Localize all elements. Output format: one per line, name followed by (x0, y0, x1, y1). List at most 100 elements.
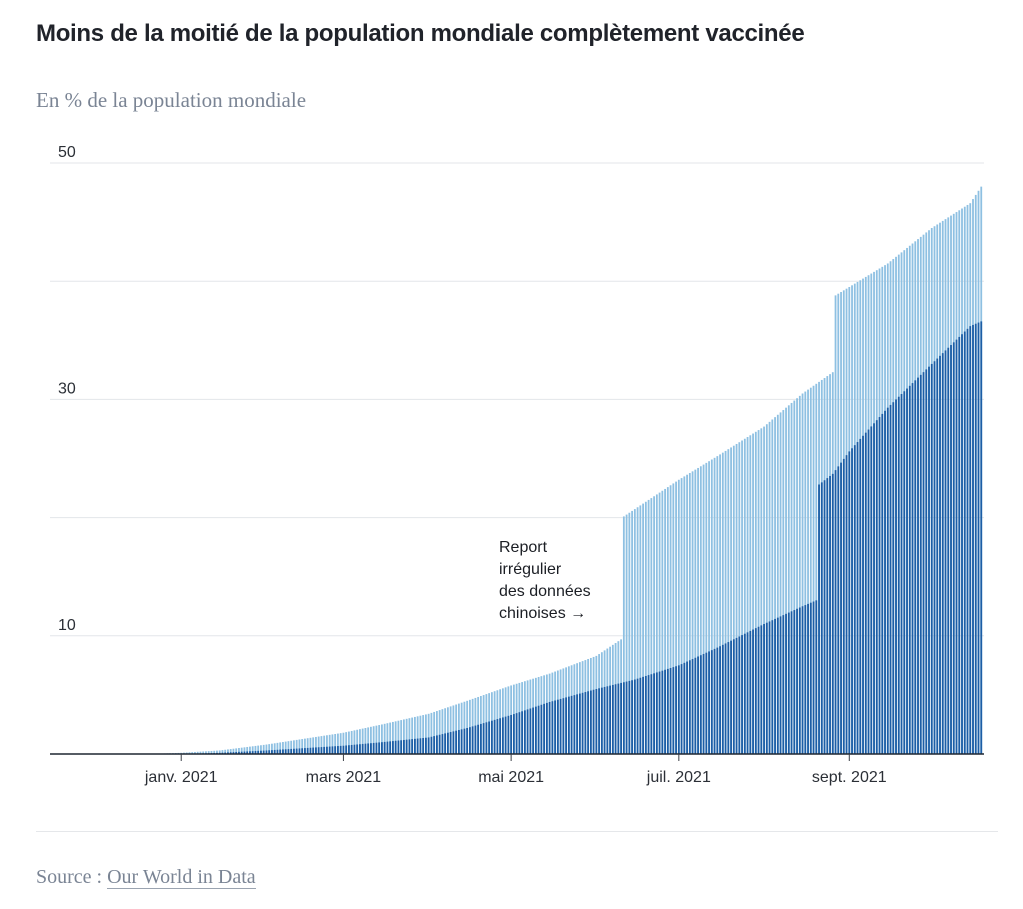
bar-total (438, 710, 441, 754)
bar-full (427, 737, 430, 754)
bar-total (364, 728, 367, 754)
bar-full (694, 657, 697, 754)
bar-full (955, 339, 958, 754)
bar-total (202, 751, 205, 754)
bar-full (581, 692, 584, 754)
bar-full (820, 482, 823, 754)
bar-full (864, 432, 867, 754)
x-tick-label: sept. 2021 (812, 769, 887, 786)
bar-full (809, 602, 812, 754)
bar-full (383, 741, 386, 754)
bar-full (743, 633, 746, 754)
bar-total (224, 749, 227, 754)
bar-full (699, 655, 702, 754)
bar-full (392, 741, 394, 754)
bar-full (782, 615, 785, 754)
bar-full (317, 747, 320, 754)
bar-total (218, 750, 221, 754)
y-tick-label: 30 (58, 380, 76, 397)
bar-total (323, 735, 326, 754)
bar-total (328, 734, 331, 754)
bar-full (639, 677, 642, 754)
bar-full (851, 448, 853, 754)
bar-full (416, 738, 419, 754)
bar-total (304, 738, 306, 754)
bar-full (375, 742, 378, 754)
bar-full (529, 708, 532, 754)
bar-full (559, 698, 562, 754)
bar-total (776, 414, 779, 754)
bar-total (721, 452, 724, 754)
bar-total (205, 751, 207, 754)
bar-full (826, 478, 829, 754)
bar-total (290, 740, 293, 754)
bar-full (466, 728, 469, 754)
source-link[interactable]: Our World in Data (107, 866, 256, 889)
bar-full (504, 716, 507, 754)
bar-full (757, 626, 760, 754)
bar-total (688, 473, 691, 754)
bar-full (455, 730, 458, 754)
bar-full (257, 750, 260, 754)
bar-total (249, 746, 251, 754)
bar-full (345, 745, 348, 754)
bar-full (903, 391, 906, 754)
bar-total (628, 512, 631, 754)
bar-total (633, 509, 636, 754)
bar-total (238, 748, 240, 754)
bar-full (490, 720, 493, 754)
bar-total (796, 398, 798, 754)
bar-full (262, 750, 265, 754)
bar-full (790, 611, 793, 754)
bar-full (370, 743, 372, 754)
bar-full (884, 410, 886, 754)
bar-full (793, 610, 796, 754)
bar-full (738, 636, 741, 754)
bar-total (793, 400, 796, 754)
bar-total (425, 714, 427, 754)
bar-full (941, 353, 944, 754)
bar-total (790, 402, 793, 754)
bar-full (804, 605, 807, 754)
bar-full (691, 659, 694, 754)
bar-total (331, 734, 334, 754)
bar-full (754, 628, 757, 754)
bar-full (331, 746, 334, 754)
bar-total (293, 740, 295, 754)
bar-full (397, 740, 400, 754)
bar-full (326, 746, 328, 754)
bar-full (523, 710, 526, 754)
bar-full (611, 684, 614, 754)
bar-total (306, 738, 309, 754)
bar-full (944, 350, 947, 754)
bar-full (669, 668, 672, 754)
bar-full (603, 686, 606, 754)
bar-full (919, 374, 922, 754)
bar-full (411, 739, 414, 754)
bar-total (622, 516, 625, 754)
bar-full (625, 681, 628, 754)
bar-full (829, 475, 831, 754)
bar-full (438, 734, 441, 754)
bar-total (468, 699, 471, 754)
bar-total (185, 752, 188, 754)
bar-full (614, 684, 617, 754)
bar-full (856, 442, 859, 754)
bar-full (933, 361, 936, 754)
annotation-layer: Report irrégulier des données chinoises → (499, 539, 591, 622)
bar-total (771, 419, 774, 754)
bar-full (724, 643, 727, 754)
bar-total (631, 510, 633, 754)
bar-total (353, 730, 356, 754)
bar-total (710, 459, 713, 754)
bar-full (232, 752, 235, 754)
bar-full (229, 752, 232, 754)
bar-total (730, 447, 732, 754)
bar-full (972, 324, 974, 754)
bar-total (798, 395, 801, 754)
bar-full (515, 713, 518, 754)
bar-total (466, 700, 469, 754)
bar-full (501, 717, 504, 754)
bar-total (457, 703, 460, 754)
